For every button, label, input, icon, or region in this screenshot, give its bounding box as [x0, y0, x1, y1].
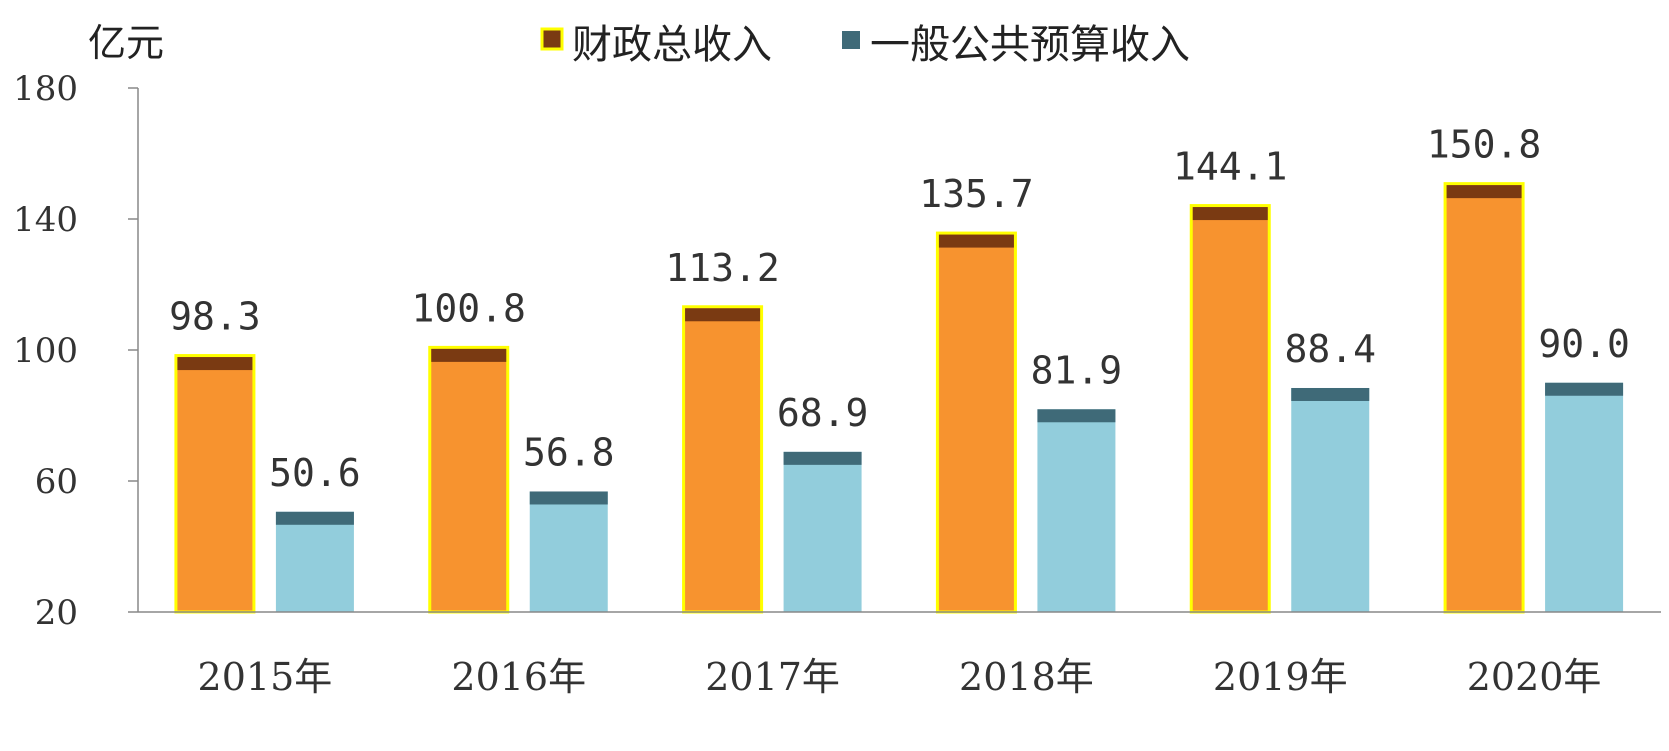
y-tick-label: 20: [35, 593, 78, 633]
x-tick-label: 2016年: [451, 655, 586, 699]
y-tick-label: 180: [13, 69, 78, 109]
data-label-total-revenue: 150.8: [1427, 123, 1541, 167]
x-tick-label: 2019年: [1213, 655, 1348, 699]
bar-top-cap: [1291, 387, 1370, 401]
bar-top-cap: [1037, 409, 1116, 423]
data-label-general-budget-revenue: 88.4: [1284, 327, 1376, 371]
bar-top-cap: [177, 357, 253, 371]
y-tick-label: 140: [13, 200, 78, 240]
bar-total-revenue: [1443, 182, 1525, 614]
y-tick-label: 60: [35, 462, 78, 502]
x-tick-label: 2020年: [1467, 655, 1602, 699]
bar-top-cap: [1192, 207, 1268, 221]
x-tick-label: 2015年: [198, 655, 333, 699]
bar-general-budget-revenue: [275, 511, 354, 612]
bar-total-revenue: [682, 305, 764, 614]
data-label-general-budget-revenue: 68.9: [777, 391, 869, 435]
data-label-general-budget-revenue: 50.6: [269, 451, 361, 495]
bar-general-budget-revenue: [1037, 409, 1116, 612]
data-label-total-revenue: 144.1: [1173, 145, 1287, 189]
legend-swatch-general-budget-revenue: [842, 31, 860, 49]
bars-group: [174, 182, 1624, 614]
legend: 财政总收入 一般公共预算收入: [540, 22, 1190, 68]
legend-swatch-total-revenue: [540, 27, 564, 51]
data-label-total-revenue: 98.3: [169, 295, 261, 339]
data-label-general-budget-revenue: 90.0: [1538, 322, 1630, 366]
x-tick-label: 2017年: [705, 655, 840, 699]
data-label-total-revenue: 100.8: [412, 286, 526, 330]
bar-top-cap: [685, 308, 761, 322]
bar-top-cap: [529, 491, 608, 505]
data-labels-group: 98.3 50.6 100.8 56.8 113.2 68.9 135.7 81.9 144.1…: [169, 123, 1630, 495]
x-tick-label: 2018年: [959, 655, 1094, 699]
bar-top-cap: [783, 451, 862, 465]
bar-total-revenue: [1189, 204, 1271, 614]
bar-general-budget-revenue: [1545, 382, 1624, 612]
bar-general-budget-revenue: [1291, 387, 1370, 612]
data-label-total-revenue: 135.7: [919, 172, 1033, 216]
bar-total-revenue: [935, 231, 1017, 614]
legend-label-general-budget-revenue: 一般公共预算收入: [870, 22, 1190, 68]
y-axis: 20 60 100 140 180: [13, 69, 139, 633]
bar-general-budget-revenue: [529, 491, 608, 612]
bar-total-revenue: [174, 354, 256, 614]
bar-top-cap: [1545, 382, 1624, 396]
bar-top-cap: [938, 234, 1014, 248]
bar-general-budget-revenue: [783, 451, 862, 612]
y-axis-unit-label: 亿元: [88, 21, 164, 65]
y-tick-label: 100: [13, 331, 78, 371]
x-axis: 2015年 2016年 2017年 2018年 2019年 2020年: [138, 611, 1661, 699]
data-label-general-budget-revenue: 81.9: [1031, 348, 1123, 392]
data-label-total-revenue: 113.2: [665, 246, 779, 290]
legend-label-total-revenue: 财政总收入: [572, 22, 772, 68]
data-label-general-budget-revenue: 56.8: [523, 430, 615, 474]
bar-top-cap: [431, 348, 507, 362]
bar-top-cap: [275, 511, 354, 525]
bar-top-cap: [1446, 185, 1522, 199]
bar-total-revenue: [428, 345, 510, 614]
